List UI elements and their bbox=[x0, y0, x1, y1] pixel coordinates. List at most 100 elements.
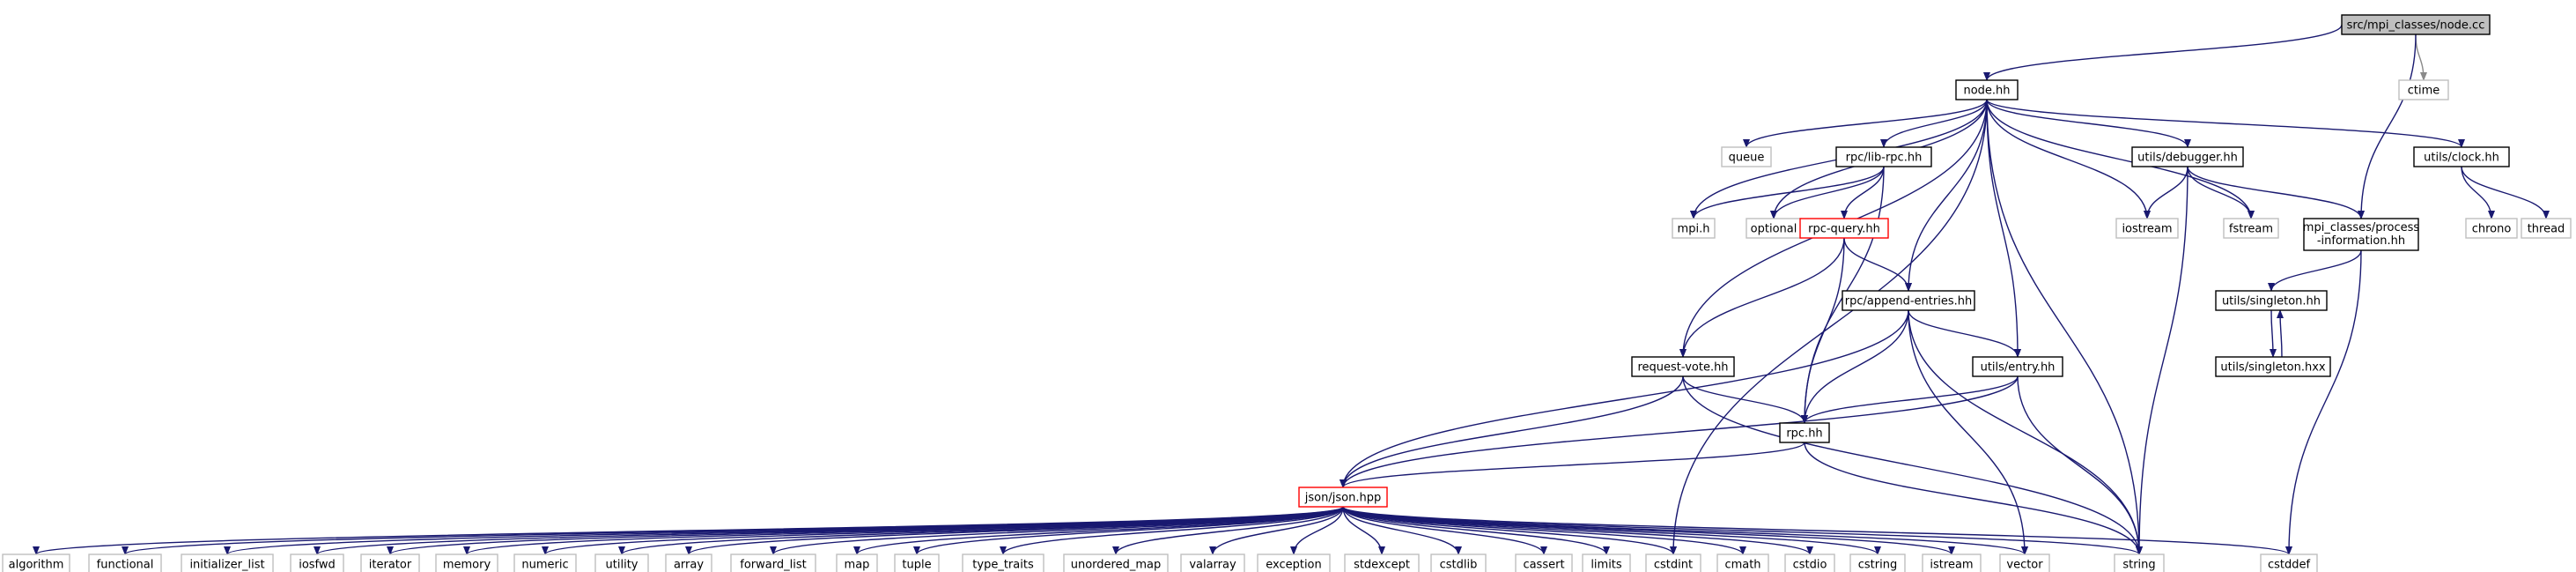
edge-append_entries-to-entry bbox=[1908, 309, 2021, 358]
node-cmath: cmath bbox=[1716, 553, 1769, 572]
node-box-entry bbox=[1972, 356, 2063, 377]
node-box-iterator bbox=[360, 553, 420, 572]
edge-request_vote-to-string bbox=[1682, 375, 2143, 555]
edge-node_hh-to-cstdint bbox=[1670, 99, 1988, 555]
node-cassert: cassert bbox=[1515, 553, 1573, 572]
node-node_hh[interactable]: node.hh bbox=[1955, 79, 2019, 100]
edge-json-to-stdexcept bbox=[1342, 506, 1385, 555]
node-box-debugger bbox=[2131, 146, 2244, 167]
node-label-algorithm: algorithm bbox=[9, 559, 64, 572]
edge-node_hh-to-iostream bbox=[1986, 99, 2151, 219]
node-label-json: json/json.hpp bbox=[1304, 492, 1381, 505]
node-array: array bbox=[665, 553, 712, 572]
edge-json-to-string bbox=[1342, 506, 2143, 555]
node-box-rpc_query bbox=[1799, 218, 1889, 239]
node-label-cstddef: cstddef bbox=[2268, 559, 2311, 572]
node-append_entries[interactable]: rpc/append-entries.hh bbox=[1842, 290, 1975, 311]
node-label-singleton_hxx: utils/singleton.hxx bbox=[2220, 361, 2326, 375]
node-mpi_h: mpi.h bbox=[1672, 218, 1716, 239]
node-label-cstdio: cstdio bbox=[1793, 559, 1827, 572]
node-entry[interactable]: utils/entry.hh bbox=[1972, 356, 2063, 377]
node-box-forward_list bbox=[730, 553, 816, 572]
node-box-mpi_h bbox=[1672, 218, 1716, 239]
node-singleton_hh[interactable]: utils/singleton.hh bbox=[2215, 290, 2328, 311]
node-label-rpc_query: rpc-query.hh bbox=[1808, 223, 1880, 236]
node-box-cmath bbox=[1716, 553, 1769, 572]
node-label-process_info-1: -information.hh bbox=[2317, 234, 2405, 248]
edge-json-to-functional bbox=[122, 506, 1344, 555]
edge-singleton_hxx-to-singleton_hh bbox=[2277, 309, 2284, 358]
node-label-stdexcept: stdexcept bbox=[1354, 559, 1410, 572]
node-box-cstring bbox=[1849, 553, 1906, 572]
edge-node_hh-to-clock bbox=[1986, 99, 2465, 148]
edge-node_hh-to-queue bbox=[1743, 99, 1988, 148]
node-box-tuple bbox=[894, 553, 940, 572]
node-label-entry: utils/entry.hh bbox=[1981, 361, 2056, 375]
node-type_traits: type_traits bbox=[962, 553, 1044, 572]
node-debugger[interactable]: utils/debugger.hh bbox=[2131, 146, 2244, 167]
edge-lib_rpc-to-optional bbox=[1770, 166, 1885, 219]
node-rpc_hh[interactable]: rpc.hh bbox=[1779, 422, 1830, 443]
node-cstddef: cstddef bbox=[2260, 553, 2318, 572]
node-label-cstring: cstring bbox=[1858, 559, 1897, 572]
node-box-valarray bbox=[1180, 553, 1245, 572]
node-box-ctime bbox=[2398, 79, 2449, 100]
node-optional: optional bbox=[1746, 218, 1802, 239]
node-string: string bbox=[2114, 553, 2165, 572]
node-label-unordered_map: unordered_map bbox=[1071, 559, 1162, 572]
edge-debugger-to-iostream bbox=[2144, 166, 2188, 219]
node-rpc_query[interactable]: rpc-query.hh bbox=[1799, 218, 1889, 239]
edge-json-to-cassert bbox=[1342, 506, 1547, 555]
edge-rpc_hh-to-json bbox=[1340, 442, 1805, 488]
node-label-optional: optional bbox=[1751, 223, 1797, 236]
node-box-singleton_hxx bbox=[2215, 356, 2331, 377]
edge-lib_rpc-to-mpi_h bbox=[1690, 166, 1885, 219]
edge-clock-to-chrono bbox=[2461, 166, 2495, 219]
node-iterator: iterator bbox=[360, 553, 420, 572]
edge-node_cc-to-node_hh bbox=[1983, 24, 2343, 81]
node-box-iosfwd bbox=[290, 553, 344, 572]
node-box-cassert bbox=[1515, 553, 1573, 572]
node-label-cmath: cmath bbox=[1724, 559, 1760, 572]
node-label-fstream: fstream bbox=[2229, 223, 2273, 236]
node-node_cc[interactable]: src/mpi_classes/node.cc bbox=[2341, 14, 2491, 35]
node-box-fstream bbox=[2223, 218, 2279, 239]
node-cstdint: cstdint bbox=[1645, 553, 1701, 572]
node-label-valarray: valarray bbox=[1189, 559, 1236, 572]
node-cstdio: cstdio bbox=[1784, 553, 1835, 572]
node-box-iostream bbox=[2115, 218, 2179, 239]
edge-rpc_query-to-append_entries bbox=[1843, 237, 1912, 292]
edge-json-to-memory bbox=[463, 506, 1344, 555]
node-singleton_hxx[interactable]: utils/singleton.hxx bbox=[2215, 356, 2331, 377]
node-box-functional bbox=[88, 553, 162, 572]
node-label-node_hh: node.hh bbox=[1963, 85, 2010, 98]
node-label-rpc_hh: rpc.hh bbox=[1786, 427, 1822, 441]
edge-node_hh-to-fstream bbox=[1986, 99, 2255, 219]
node-valarray: valarray bbox=[1180, 553, 1245, 572]
node-json[interactable]: json/json.hpp bbox=[1298, 487, 1388, 508]
node-label-chrono: chrono bbox=[2472, 223, 2512, 236]
node-clock[interactable]: utils/clock.hh bbox=[2413, 146, 2510, 167]
node-thread: thread bbox=[2521, 218, 2572, 239]
edge-json-to-valarray bbox=[1209, 506, 1344, 555]
node-label-iosfwd: iosfwd bbox=[299, 559, 336, 572]
node-request_vote[interactable]: request-vote.hh bbox=[1631, 356, 1735, 377]
edge-debugger-to-string bbox=[2136, 166, 2188, 555]
node-map: map bbox=[836, 553, 878, 572]
node-box-rpc_hh bbox=[1779, 422, 1830, 443]
edge-json-to-exception bbox=[1290, 506, 1344, 555]
node-box-utility bbox=[594, 553, 649, 572]
node-lib_rpc[interactable]: rpc/lib-rpc.hh bbox=[1835, 146, 1932, 167]
edge-node_cc-to-ctime bbox=[2415, 33, 2427, 81]
edge-json-to-limits bbox=[1342, 506, 1610, 555]
edge-json-to-vector bbox=[1342, 506, 2028, 555]
node-label-process_info-0: mpi_classes/process bbox=[2303, 221, 2420, 234]
edge-json-to-tuple bbox=[913, 506, 1344, 555]
node-unordered_map: unordered_map bbox=[1063, 553, 1169, 572]
edge-node_hh-to-string bbox=[1986, 99, 2143, 555]
edge-json-to-cstddef bbox=[1342, 506, 2292, 555]
node-process_info[interactable]: mpi_classes/process-information.hh bbox=[2303, 218, 2420, 251]
node-box-vector bbox=[1999, 553, 2050, 572]
node-box-cstdlib bbox=[1430, 553, 1487, 572]
node-box-limits bbox=[1582, 553, 1631, 572]
